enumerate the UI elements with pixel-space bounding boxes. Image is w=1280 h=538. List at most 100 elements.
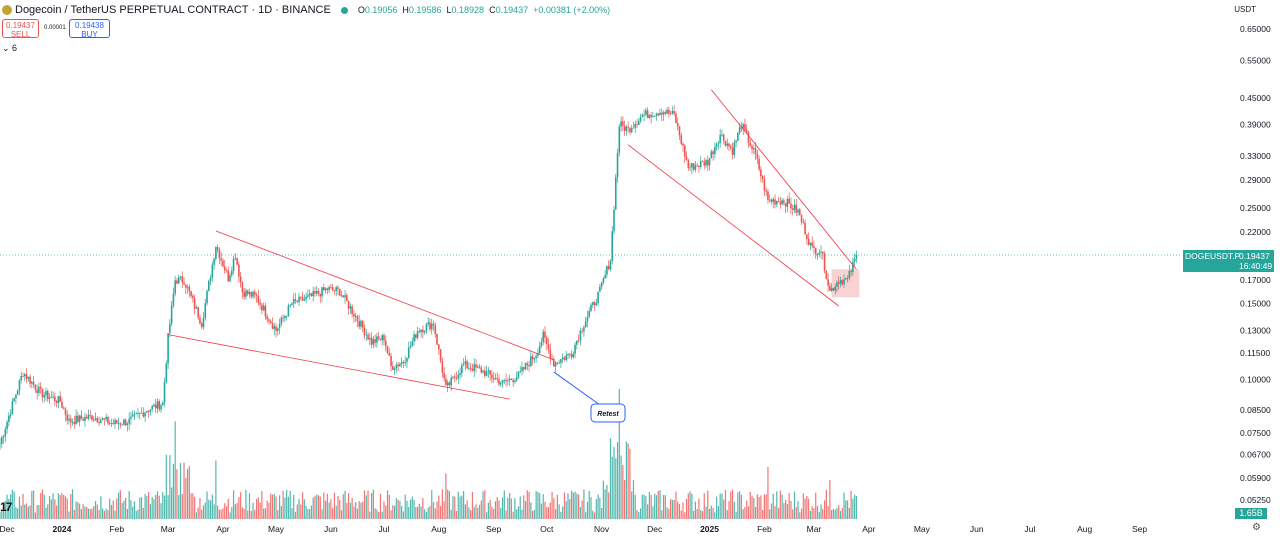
candle-body — [101, 418, 104, 421]
candle-body — [848, 270, 851, 279]
candle-body — [195, 307, 198, 309]
candle-body — [94, 418, 97, 420]
buy-button[interactable]: 0.19438 BUY — [69, 19, 110, 39]
candle-body — [439, 349, 442, 361]
volume-bar — [478, 504, 481, 519]
candle-body — [342, 295, 345, 298]
candle-body — [229, 275, 231, 282]
volume-bar — [785, 499, 787, 519]
indicators-collapse-button[interactable]: ⌄ 6 — [2, 43, 18, 53]
candle-body — [200, 323, 203, 328]
volume-bar — [484, 489, 486, 519]
candle-body — [712, 151, 714, 155]
candle-body — [126, 423, 129, 426]
volume-bar — [277, 510, 279, 519]
candle-body — [841, 280, 844, 285]
volume-bar — [36, 505, 38, 519]
volume-bar — [252, 502, 254, 519]
candle-body — [8, 415, 10, 422]
volume-bar — [240, 492, 242, 519]
candle-body — [209, 277, 212, 281]
volume-bar — [560, 512, 562, 519]
volume-bar — [11, 489, 13, 519]
candle-body — [576, 340, 578, 345]
volume-bar — [314, 495, 316, 519]
candle-body — [666, 109, 668, 114]
candle-body — [561, 357, 564, 360]
candle-body — [655, 113, 658, 116]
volume-bar — [684, 512, 686, 519]
volume-bar — [680, 510, 682, 519]
candle-body — [358, 321, 361, 327]
candle-body — [273, 326, 276, 329]
volume-bar — [657, 490, 659, 519]
volume-bar — [823, 500, 826, 519]
sell-button[interactable]: 0.19437 SELL — [2, 19, 39, 39]
candle-body — [4, 429, 7, 437]
volume-bar — [671, 499, 673, 519]
candle-body — [215, 247, 217, 260]
volume-bar — [155, 494, 157, 519]
volume-bar — [632, 480, 635, 519]
volume-bar — [765, 494, 767, 519]
candle-body — [181, 276, 184, 283]
candle-body — [294, 299, 297, 301]
volume-bar — [199, 497, 201, 519]
candle-body — [706, 160, 709, 166]
candle-body — [429, 322, 431, 330]
candle-body — [443, 372, 445, 379]
x-tick-label: May — [268, 524, 285, 534]
candle-body — [501, 380, 504, 384]
candle-body — [59, 395, 61, 402]
candle-body — [38, 386, 40, 394]
candle-body — [323, 287, 325, 291]
volume-bar — [305, 505, 307, 519]
volume-bar — [148, 492, 150, 519]
candle-body — [595, 303, 598, 306]
volume-bar — [604, 489, 606, 519]
volume-bar — [61, 492, 63, 519]
candle-body — [165, 363, 168, 382]
x-tick-label: Oct — [540, 524, 554, 534]
settings-gear-icon[interactable]: ⚙ — [1252, 522, 1261, 533]
candle-body — [275, 326, 277, 331]
candle-body — [230, 270, 233, 276]
candle-body — [333, 290, 336, 291]
volume-bar — [728, 501, 730, 519]
volume-bar — [395, 498, 397, 519]
volume-bar — [174, 421, 176, 519]
candle-body — [499, 383, 502, 385]
candle-body — [446, 382, 449, 386]
volume-bar — [415, 507, 417, 519]
candle-body — [285, 316, 288, 317]
candle-body — [699, 161, 702, 167]
candle-body — [142, 412, 145, 417]
currency-label[interactable]: USDT — [1234, 5, 1256, 14]
symbol-title[interactable]: Dogecoin / TetherUS PERPETUAL CONTRACT ·… — [15, 4, 331, 16]
candle-body — [476, 366, 479, 368]
y-tick-label: 0.07500 — [1240, 428, 1271, 438]
candle-body — [775, 201, 778, 205]
volume-bar — [586, 501, 589, 519]
y-tick-label: 0.39000 — [1240, 120, 1271, 130]
volume-bar — [769, 509, 771, 519]
volume-bar — [553, 498, 555, 519]
volume-bar — [217, 505, 219, 519]
volume-bar — [825, 489, 827, 519]
candle-body — [558, 362, 560, 364]
volume-bar — [445, 473, 447, 519]
volume-bar — [225, 506, 228, 519]
volume-bar — [383, 501, 385, 519]
candle-body — [793, 204, 796, 210]
volume-bar — [737, 492, 739, 519]
candle-body — [586, 316, 589, 322]
candle-body — [282, 317, 284, 319]
y-tick-label: 0.08500 — [1240, 405, 1271, 415]
volume-bar — [597, 494, 599, 519]
volume-bar — [422, 498, 424, 519]
candle-body — [204, 303, 207, 318]
candle-body — [213, 259, 215, 265]
price-label-symbol: DOGEUSDT.P — [1185, 251, 1241, 261]
candle-body — [660, 112, 663, 115]
